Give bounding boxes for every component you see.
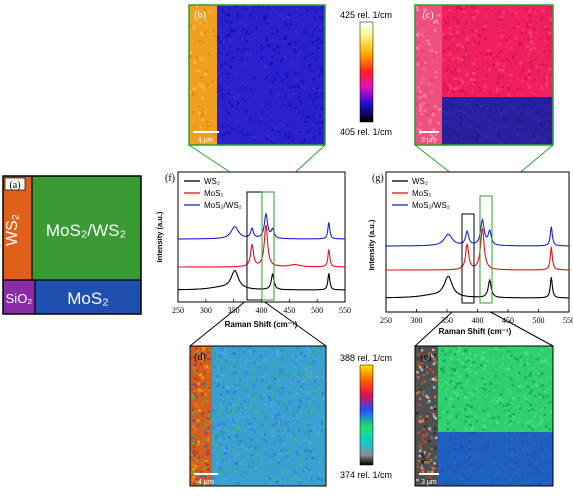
panel-label-d: (d) [194, 352, 206, 363]
legend-f: WS₂ MoS₂ MoS₂/WS₂ [184, 177, 242, 210]
sio2-label: SiO₂ [6, 291, 33, 306]
mos2-ws2-label: MoS₂/WS₂ [46, 221, 126, 240]
legend-label: MoS₂/WS₂ [204, 201, 242, 210]
legend-label: MoS₂ [204, 189, 224, 198]
colorbar-bottom-min: 374 rel. 1/cm [340, 470, 392, 480]
series-g-2 [386, 217, 569, 247]
panel-label-e: (e) [420, 352, 431, 363]
schematic-panel-a: (a) WS₂ MoS₂/WS₂ SiO₂ MoS₂ [2, 175, 142, 315]
highlight-box-green-g [479, 195, 493, 304]
xtick-label: 550 [563, 316, 573, 325]
map-e: (e) 3 µm [414, 345, 554, 487]
legend-label: WS₂ [204, 177, 220, 186]
xtick-label: 250 [172, 306, 184, 315]
scalebar-e [419, 473, 439, 475]
legend-label: MoS₂ [412, 189, 432, 198]
colorbar-top: 425 rel. 1/cm 405 rel. 1/cm [340, 10, 392, 137]
colorbar-top-min: 405 rel. 1/cm [340, 127, 392, 137]
scalebar-b [193, 131, 219, 133]
xlabel-g: Raman Shift (cm⁻¹) [439, 327, 512, 336]
xtick-label: 450 [502, 316, 514, 325]
xtick-label: 400 [256, 306, 268, 315]
schematic-border [2, 175, 142, 315]
panel-label-a: (a) [9, 180, 20, 191]
series-g-0 [386, 275, 569, 299]
ws2-region [3, 176, 32, 280]
xtick-label: 250 [380, 316, 392, 325]
xtick-label: 550 [339, 306, 351, 315]
mos2-region [35, 280, 141, 314]
colorbar-bottom-max: 388 rel. 1/cm [340, 353, 392, 363]
ws2-label: WS₂ [4, 214, 21, 246]
ylabel-f: Intensity (a.u.) [155, 211, 164, 262]
colorbar-bottom: 388 rel. 1/cm 374 rel. 1/cm [340, 353, 392, 480]
scalebar-c-label: 3 µm [421, 137, 437, 144]
xtick-label: 350 [441, 316, 453, 325]
panel-label-b: (b) [194, 10, 206, 21]
xtick-label: 500 [311, 306, 323, 315]
mos2-ws2-region [32, 176, 141, 280]
scalebar-d-label: 4 µm [198, 479, 214, 486]
panel-label-g: (g) [372, 173, 384, 184]
panel-label-c: (c) [422, 10, 433, 21]
xtick-label: 350 [228, 306, 240, 315]
xlabel-f: Raman Shift (cm⁻¹) [225, 320, 298, 329]
colorbar-top-max: 425 rel. 1/cm [340, 10, 392, 20]
panel-label-f: (f) [165, 173, 175, 184]
map-d: (d) 4 µm [189, 345, 327, 487]
spectra-plot-f: (f) 250 300 350 400 450 500 550 Intensity (a.u… [155, 171, 351, 329]
xtick-label: 300 [200, 306, 212, 315]
legend-label: WS₂ [412, 177, 428, 186]
legend-label: MoS₂/WS₂ [412, 201, 450, 210]
legend-g: WS₂ MoS₂ MoS₂/WS₂ [392, 177, 450, 210]
xtick-label: 500 [533, 316, 545, 325]
spectra-plot-g: (g) 250 300 350 400 450 500 550 Intensity (a.u… [367, 171, 573, 336]
scalebar-c [419, 131, 439, 133]
scalebar-d [194, 473, 218, 475]
highlight-box-green-f [261, 191, 275, 301]
mos2-label: MoS₂ [67, 289, 109, 308]
map-c: (c) 3 µm [414, 4, 554, 146]
highlight-box-black-g [461, 213, 475, 304]
xtick-label: 450 [283, 306, 295, 315]
series-g-1 [386, 228, 570, 271]
xtick-label: 400 [472, 316, 484, 325]
scalebar-e-label: 3 µm [421, 479, 437, 486]
xtick-label: 300 [411, 316, 423, 325]
ylabel-g: Intensity (a.u.) [367, 219, 376, 270]
scalebar-b-label: 4 µm [198, 137, 214, 144]
map-b: (b) 4 µm [188, 4, 326, 146]
sio2-region [3, 280, 35, 314]
